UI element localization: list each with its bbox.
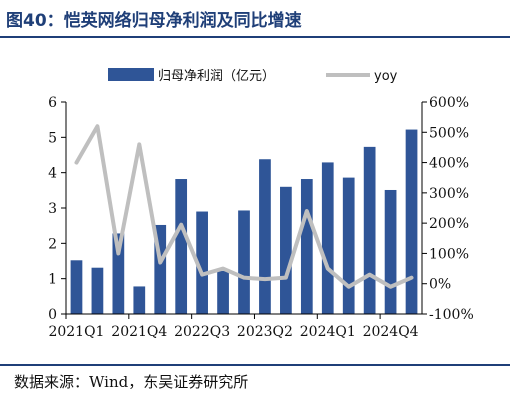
source-note: 数据来源：Wind，东吴证券研究所 — [14, 373, 249, 391]
bar — [280, 186, 292, 314]
left-tick-label: 3 — [48, 201, 57, 217]
x-tick-label: 2021Q1 — [48, 324, 104, 340]
bar — [217, 270, 229, 314]
left-tick-label: 4 — [48, 166, 57, 182]
bar — [112, 233, 125, 314]
figure-title: 图40：恺英网络归母净利润及同比增速 — [6, 11, 302, 31]
x-tick-label: 2023Q2 — [237, 324, 293, 340]
bar — [154, 224, 167, 314]
left-tick-label: 0 — [48, 307, 57, 323]
right-tick-label: 0% — [429, 277, 451, 293]
legend-bar-swatch — [108, 68, 154, 81]
legend-line-label: yoy — [374, 69, 398, 84]
line-series — [74, 124, 414, 289]
bar — [91, 267, 104, 314]
title-rule — [0, 36, 510, 38]
left-tick-label: 1 — [48, 272, 57, 288]
right-tick-label: 400% — [429, 156, 469, 172]
legend: 归母净利润（亿元） yoy — [108, 68, 398, 84]
left-tick-label: 6 — [48, 95, 57, 111]
right-tick-label: 300% — [429, 186, 469, 202]
source-rule — [0, 364, 510, 366]
x-tick-label: 2024Q4 — [363, 324, 419, 340]
x-tick-label: 2024Q1 — [300, 324, 356, 340]
bar — [300, 179, 313, 314]
right-tick-label: -100% — [429, 307, 474, 323]
right-tick-label: 100% — [429, 246, 469, 262]
bar-series — [70, 129, 418, 314]
bar — [196, 211, 208, 314]
x-tick-label: 2022Q3 — [174, 324, 230, 340]
bar — [133, 286, 146, 314]
bar — [405, 129, 418, 314]
yoy-line — [74, 124, 414, 289]
right-tick-label: 600% — [429, 95, 469, 111]
bar — [238, 210, 250, 314]
bar — [384, 189, 397, 314]
right-tick-label: 200% — [429, 216, 469, 232]
axes: 0 1 2 3 4 5 6 -100% 0% 100% 200% 300% 400% 500% 600% 20… — [48, 95, 474, 340]
legend-bar-label: 归母净利润（亿元） — [158, 69, 275, 84]
bar — [342, 177, 355, 314]
x-tick-label: 2021Q4 — [111, 324, 167, 340]
bar — [70, 260, 83, 314]
right-tick-label: 500% — [429, 125, 469, 141]
bar — [259, 159, 271, 314]
bar — [175, 179, 188, 314]
bar — [321, 162, 334, 314]
bar — [363, 146, 376, 314]
left-tick-label: 2 — [48, 236, 57, 252]
left-tick-label: 5 — [48, 130, 57, 146]
